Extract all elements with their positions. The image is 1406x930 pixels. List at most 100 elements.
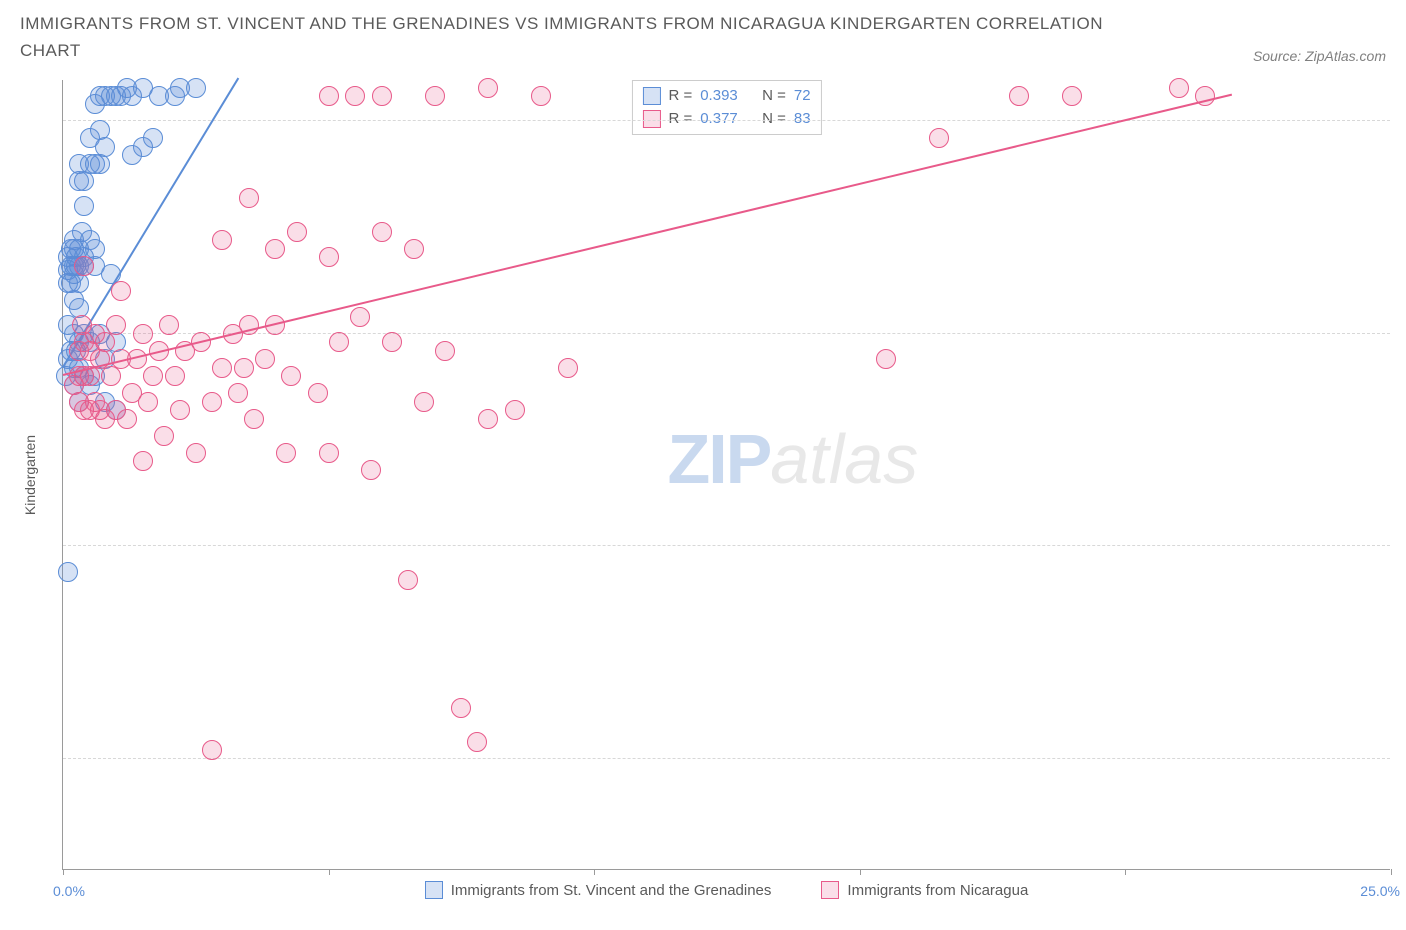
data-point: [1169, 78, 1189, 98]
data-point: [319, 247, 339, 267]
legend-item: Immigrants from St. Vincent and the Gren…: [425, 881, 772, 899]
data-point: [165, 366, 185, 386]
data-point: [1062, 86, 1082, 106]
stats-row: R =0.393 N =72: [642, 85, 810, 108]
data-point: [74, 256, 94, 276]
legend-swatch: [425, 881, 443, 899]
x-tick: [329, 869, 330, 875]
data-point: [228, 383, 248, 403]
data-point: [202, 392, 222, 412]
data-point: [876, 349, 896, 369]
data-point: [505, 400, 525, 420]
data-point: [95, 137, 115, 157]
data-point: [372, 222, 392, 242]
x-tick: [594, 869, 595, 875]
data-point: [308, 383, 328, 403]
legend-label: Immigrants from St. Vincent and the Gren…: [451, 882, 772, 899]
series-swatch: [642, 110, 660, 128]
stat-r-label: R =: [668, 108, 692, 131]
stat-r-value: 0.377: [700, 108, 738, 131]
legend-item: Immigrants from Nicaragua: [821, 881, 1028, 899]
data-point: [202, 740, 222, 760]
y-tick-label: 95.0%: [1400, 522, 1406, 538]
data-point: [361, 460, 381, 480]
data-point: [478, 409, 498, 429]
source-prefix: Source:: [1253, 48, 1305, 64]
data-point: [74, 171, 94, 191]
data-point: [111, 281, 131, 301]
data-point: [276, 443, 296, 463]
y-tick-label: 100.0%: [1400, 97, 1406, 113]
data-point: [234, 358, 254, 378]
data-point: [255, 349, 275, 369]
data-point: [106, 315, 126, 335]
stat-n-label: N =: [762, 108, 786, 131]
data-point: [74, 196, 94, 216]
data-point: [265, 239, 285, 259]
stats-row: R = 0.377 N = 83: [642, 108, 810, 131]
data-point: [929, 128, 949, 148]
data-point: [244, 409, 264, 429]
data-point: [404, 239, 424, 259]
data-point: [186, 443, 206, 463]
data-point: [133, 451, 153, 471]
data-point: [345, 86, 365, 106]
data-point: [101, 366, 121, 386]
gridline-h: [63, 333, 1390, 334]
stat-n-value: 83: [794, 108, 811, 131]
watermark: ZIPatlas: [667, 419, 918, 499]
trend-line: [63, 94, 1232, 376]
data-point: [170, 400, 190, 420]
data-point: [531, 86, 551, 106]
chart-title: IMMIGRANTS FROM ST. VINCENT AND THE GREN…: [20, 10, 1120, 64]
data-point: [382, 332, 402, 352]
data-point: [451, 698, 471, 718]
data-point: [58, 562, 78, 582]
data-point: [350, 307, 370, 327]
data-point: [1009, 86, 1029, 106]
source-attribution: Source: ZipAtlas.com: [1253, 48, 1386, 64]
data-point: [154, 426, 174, 446]
data-point: [319, 86, 339, 106]
data-point: [117, 409, 137, 429]
legend: Immigrants from St. Vincent and the Gren…: [63, 881, 1390, 899]
gridline-h: [63, 758, 1390, 759]
data-point: [372, 86, 392, 106]
data-point: [159, 315, 179, 335]
data-point: [133, 324, 153, 344]
gridline-h: [63, 120, 1390, 121]
data-point: [435, 341, 455, 361]
data-point: [212, 230, 232, 250]
x-tick: [63, 869, 64, 875]
data-point: [398, 570, 418, 590]
stats-legend-box: R = 0.393 N = 72R = 0.377 N = 83: [631, 80, 821, 135]
data-point: [425, 86, 445, 106]
data-point: [558, 358, 578, 378]
data-point: [319, 443, 339, 463]
x-tick: [1391, 869, 1392, 875]
stat-n-label: N =: [762, 85, 786, 108]
data-point: [287, 222, 307, 242]
data-point: [478, 78, 498, 98]
data-point: [467, 732, 487, 752]
y-axis-label: Kindergarten: [22, 435, 38, 515]
data-point: [90, 154, 110, 174]
data-point: [414, 392, 434, 412]
plot-area: ZIPatlas R = 0.393 N = 72R = 0.377 N = 83 0.…: [62, 80, 1390, 870]
legend-swatch: [821, 881, 839, 899]
series-swatch: [642, 87, 660, 105]
y-tick-label: 97.5%: [1400, 310, 1406, 326]
data-point: [239, 188, 259, 208]
stat-r-value: 0.393: [700, 85, 738, 108]
stat-n-value: 72: [794, 85, 811, 108]
gridline-h: [63, 545, 1390, 546]
source-name: ZipAtlas.com: [1305, 48, 1386, 64]
watermark-part2: atlas: [770, 420, 918, 498]
x-tick: [860, 869, 861, 875]
data-point: [329, 332, 349, 352]
data-point: [281, 366, 301, 386]
watermark-part1: ZIP: [667, 420, 770, 498]
data-point: [186, 78, 206, 98]
x-tick: [1125, 869, 1126, 875]
legend-label: Immigrants from Nicaragua: [847, 882, 1028, 899]
